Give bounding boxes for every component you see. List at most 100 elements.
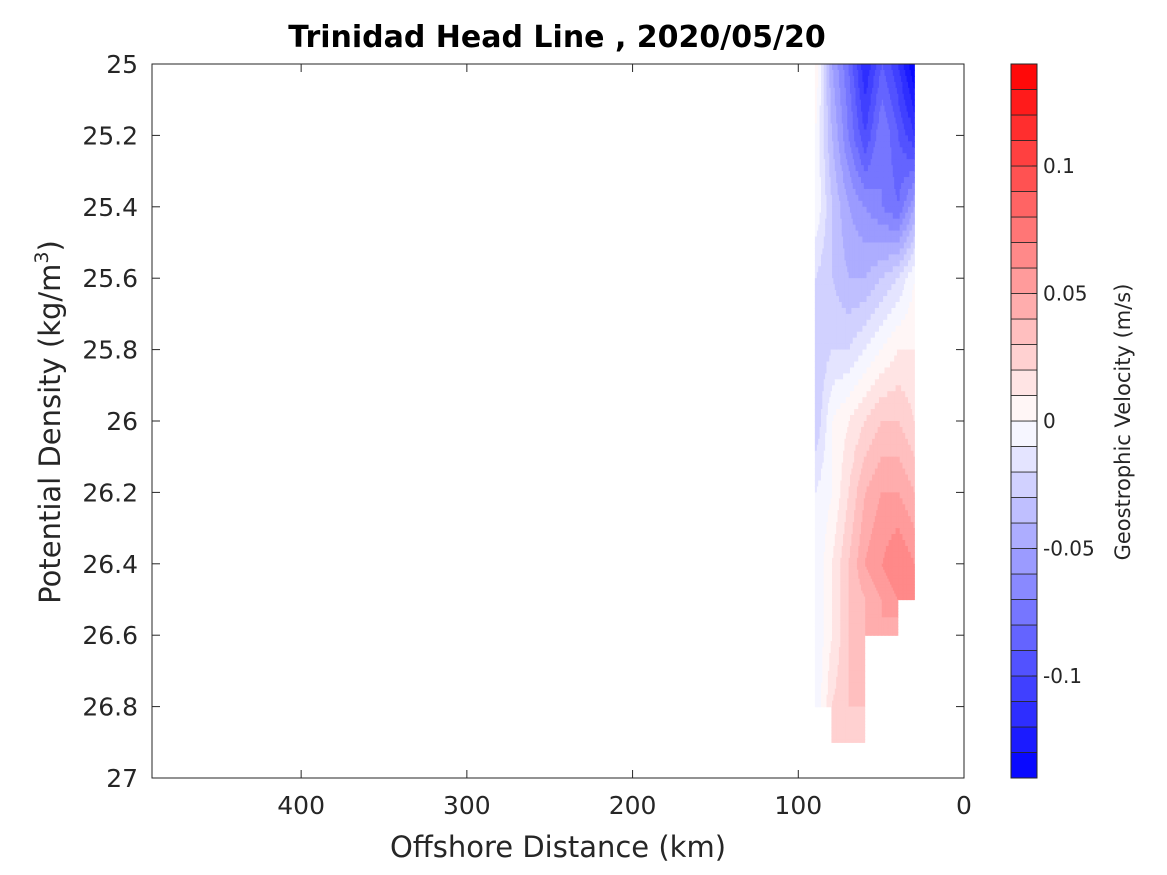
contour-cell: [896, 444, 899, 452]
contour-cell: [842, 171, 845, 178]
contour-cell: [857, 319, 860, 327]
contour-cell: [857, 426, 860, 434]
contour-cell: [892, 111, 895, 119]
contour-cell: [839, 278, 842, 285]
contour-cell: [906, 99, 908, 107]
contour-cell: [814, 159, 817, 166]
contour-cell: [824, 385, 827, 392]
contour-cell: [824, 93, 827, 101]
contour-cell: [814, 397, 817, 404]
contour-cell: [875, 379, 878, 386]
contour-cell: [867, 194, 870, 202]
contour-cell: [906, 212, 908, 220]
contour-cell: [819, 117, 821, 125]
contour-cell: [836, 415, 839, 422]
contour-cell: [911, 337, 914, 345]
contour-cell: [816, 325, 819, 333]
contour-cell: [817, 111, 820, 119]
contour-cell: [911, 272, 914, 279]
contour-cell: [859, 159, 862, 166]
contour-cell: [861, 415, 864, 422]
contour-cell: [901, 230, 904, 238]
contour-cell: [839, 254, 842, 261]
contour-cell: [864, 99, 867, 107]
contour-cell: [908, 284, 911, 291]
contour-cell: [872, 111, 875, 119]
contour-cell: [882, 313, 885, 321]
contour-cell: [841, 117, 844, 125]
contour-cell: [816, 302, 819, 309]
contour-cell: [906, 307, 908, 315]
contour-cell: [843, 307, 846, 315]
contour-cell: [874, 266, 877, 273]
contour-cell: [859, 242, 862, 250]
contour-cell: [853, 307, 856, 315]
contour-cell: [897, 99, 900, 107]
contour-cell: [828, 242, 831, 250]
contour-cell: [819, 105, 821, 113]
contour-cell: [889, 75, 892, 83]
contour-cell: [870, 385, 873, 392]
contour-cell: [817, 129, 820, 136]
contour-cell: [848, 373, 850, 380]
contour-cell: [888, 111, 891, 119]
contour-cell: [852, 313, 855, 321]
contour-cell: [867, 64, 870, 71]
contour-cell: [825, 81, 828, 89]
contour-cell: [848, 432, 850, 440]
contour-cell: [888, 147, 891, 154]
contour-cell: [863, 236, 866, 244]
contour-cell: [860, 200, 863, 208]
contour-cell: [845, 432, 848, 440]
contour-cell: [850, 183, 853, 190]
contour-cell: [821, 325, 824, 333]
contour-cell: [827, 218, 830, 226]
contour-cell: [830, 319, 833, 327]
contour-cell: [896, 355, 899, 363]
contour-cell: [901, 117, 904, 125]
contour-cell: [904, 302, 907, 309]
contour-cell: [879, 105, 882, 113]
contour-cell: [853, 397, 856, 404]
contour-cell: [850, 415, 853, 422]
contour-cell: [893, 391, 896, 398]
contour-cell: [864, 230, 867, 238]
contour-cell: [897, 391, 900, 398]
contour-cell: [878, 147, 881, 154]
contour-cell: [901, 367, 904, 374]
contour-cell: [870, 147, 873, 154]
contour-cell: [912, 177, 915, 184]
contour-cell: [849, 254, 852, 261]
contour-cell: [871, 159, 874, 166]
contour-cell: [828, 188, 831, 196]
contour-cell: [842, 468, 845, 476]
contour-cell: [882, 474, 885, 482]
contour-cell: [817, 218, 820, 226]
contour-cell: [901, 284, 904, 291]
contour-cell: [838, 260, 841, 267]
contour-cell: [845, 123, 848, 131]
contour-cell: [861, 421, 864, 428]
contour-cell: [861, 403, 864, 410]
contour-cell: [890, 337, 893, 345]
contour-cell: [817, 397, 820, 404]
contour-cell: [843, 367, 846, 374]
contour-cell: [834, 337, 837, 345]
contour-cell: [883, 313, 886, 321]
contour-cell: [835, 254, 838, 261]
contour-cell: [874, 171, 877, 178]
contour-cell: [878, 87, 881, 95]
contour-cell: [824, 367, 827, 374]
contour-cell: [870, 171, 873, 178]
contour-cell: [890, 450, 893, 458]
contour-cell: [857, 462, 860, 470]
contour-cell: [854, 266, 857, 273]
contour-cell: [860, 266, 863, 273]
contour-cell: [870, 123, 873, 131]
contour-cell: [865, 242, 868, 250]
contour-cell: [906, 302, 908, 309]
contour-cell: [872, 450, 875, 458]
contour-cell: [864, 391, 867, 398]
contour-cell: [835, 123, 838, 131]
contour-cell: [878, 290, 881, 297]
